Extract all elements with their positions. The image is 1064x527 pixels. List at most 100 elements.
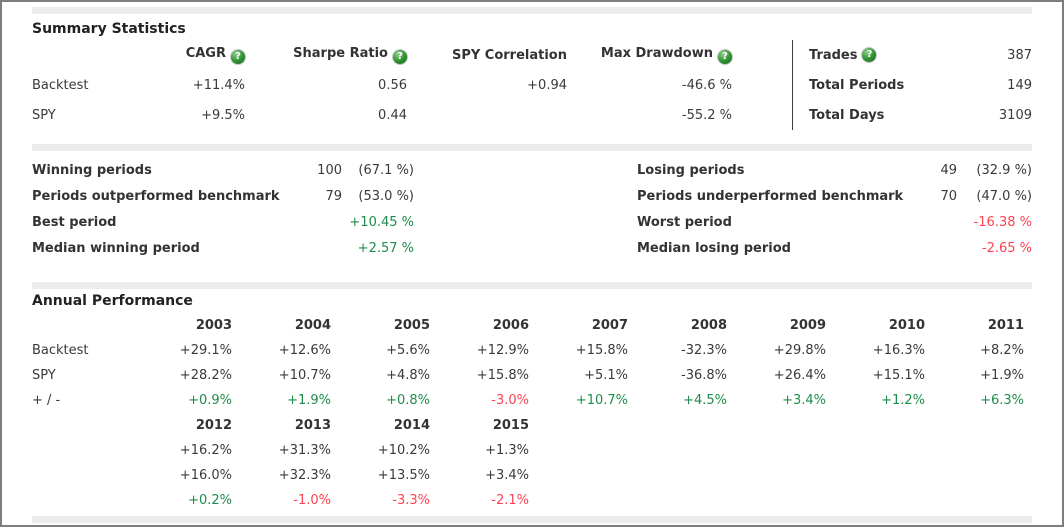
side-panel-value: 149 — [1007, 77, 1032, 93]
annual-year-header: 2013 — [294, 418, 331, 433]
summary-column-label: Sharpe Ratio — [293, 46, 388, 61]
annual-diff-value: -2.1% — [491, 493, 529, 508]
annual-diff-value: +0.2% — [188, 493, 232, 508]
section-divider-bottom — [32, 516, 1032, 523]
summary-data-row: SPY +9.5% 0.44 -55.2 % — [32, 100, 732, 130]
period-count: 70 — [940, 188, 957, 204]
annual-value: +31.3% — [278, 443, 331, 458]
annual-year-header: 2003 — [195, 318, 232, 333]
annual-diff-value: +3.4% — [782, 393, 826, 408]
period-label: Periods underperformed benchmark — [637, 188, 904, 204]
period-count: 79 — [325, 188, 342, 204]
annual-value: +12.6% — [278, 343, 331, 358]
annual-data-row: + / - +0.9% +1.9% +0.8% -3.0% +10.7% +4.5% +3.4… — [32, 388, 1032, 413]
annual-value: +1.3% — [485, 443, 529, 458]
annual-value: +29.1% — [179, 343, 232, 358]
annual-year-header: 2004 — [294, 318, 331, 333]
summary-value: 0.56 — [378, 77, 407, 93]
annual-value: +10.7% — [278, 368, 331, 383]
annual-value: +10.2% — [377, 443, 430, 458]
period-label: Worst period — [637, 214, 732, 230]
annual-value: +13.5% — [377, 468, 430, 483]
annual-value: +16.2% — [179, 443, 232, 458]
annual-year-header: 2014 — [393, 418, 430, 433]
summary-row-label: Backtest — [32, 77, 89, 93]
summary-value: 0.44 — [378, 107, 407, 123]
annual-year-header-row: 2012 2013 2014 2015 — [32, 413, 1032, 438]
annual-value: +15.8% — [575, 343, 628, 358]
summary-value: -55.2 % — [681, 107, 732, 123]
summary-header-row: CAGR? Sharpe Ratio? SPY Correlation Max Dra… — [32, 40, 732, 70]
annual-value: +32.3% — [278, 468, 331, 483]
summary-data-row: Backtest +11.4% 0.56 +0.94 -46.6 % — [32, 70, 732, 100]
periods-section: Winning periods 100 (67.1 %) Periods outper… — [32, 157, 1032, 261]
side-panel-row: Total Periods 149 — [809, 70, 1032, 100]
annual-year-header-row: 2003 2004 2005 2006 2007 2008 2009 2010 2011 — [32, 313, 1032, 338]
summary-value: +9.5% — [201, 107, 245, 123]
summary-value: +11.4% — [192, 77, 245, 93]
period-percentage: (67.1 %) — [358, 162, 414, 178]
side-panel-label: Trades — [809, 47, 858, 63]
annual-diff-value: -3.0% — [491, 393, 529, 408]
annual-year-header: 2006 — [492, 318, 529, 333]
side-panel-value: 387 — [1007, 47, 1032, 63]
annual-value: +5.1% — [584, 368, 628, 383]
annual-value: +16.3% — [872, 343, 925, 358]
annual-value: +15.8% — [476, 368, 529, 383]
period-value: +10.45 % — [349, 214, 414, 230]
period-value: +2.57 % — [357, 240, 414, 256]
period-row: Losing periods 49 (32.9 %) — [637, 157, 1032, 183]
annual-value: -36.8% — [681, 368, 727, 383]
side-panel-row: Trades? 387 — [809, 40, 1032, 70]
period-label: Median losing period — [637, 240, 791, 256]
annual-value: +28.2% — [179, 368, 232, 383]
help-icon[interactable]: ? — [718, 50, 732, 64]
losing-periods-column: Losing periods 49 (32.9 %) Periods underper… — [637, 157, 1032, 261]
annual-diff-value: +1.2% — [881, 393, 925, 408]
period-row: Winning periods 100 (67.1 %) — [32, 157, 414, 183]
annual-diff-value: -1.0% — [293, 493, 331, 508]
annual-year-header: 2008 — [690, 318, 727, 333]
annual-diff-value: -3.3% — [392, 493, 430, 508]
help-icon[interactable]: ? — [231, 50, 245, 64]
annual-data-row: +16.0% +32.3% +13.5% +3.4% — [32, 463, 1032, 488]
summary-statistics-section: CAGR? Sharpe Ratio? SPY Correlation Max Dra… — [32, 40, 1032, 130]
summary-value: -46.6 % — [681, 77, 732, 93]
annual-diff-value: +10.7% — [575, 393, 628, 408]
annual-year-header: 2012 — [195, 418, 232, 433]
annual-value: +8.2% — [980, 343, 1024, 358]
period-percentage: (53.0 %) — [358, 188, 414, 204]
summary-column-label: Max Drawdown — [600, 46, 713, 61]
annual-diff-value: +6.3% — [980, 393, 1024, 408]
winning-periods-column: Winning periods 100 (67.1 %) Periods outper… — [32, 157, 414, 261]
period-label: Periods outperformed benchmark — [32, 188, 280, 204]
annual-year-header: 2010 — [888, 318, 925, 333]
trades-side-panel: Trades? 387 Total Periods 149 Total Days 3109 — [792, 40, 1032, 130]
summary-table: CAGR? Sharpe Ratio? SPY Correlation Max Dra… — [32, 40, 732, 130]
period-percentage: (47.0 %) — [976, 188, 1032, 204]
annual-performance-title: Annual Performance — [32, 293, 193, 309]
annual-diff-value: +1.9% — [287, 393, 331, 408]
summary-row-label: SPY — [32, 107, 56, 123]
help-icon[interactable]: ? — [393, 50, 407, 64]
annual-year-header: 2007 — [591, 318, 628, 333]
period-row: Median winning period +2.57 % — [32, 235, 414, 261]
annual-year-header: 2015 — [492, 418, 529, 433]
help-icon[interactable]: ? — [862, 48, 877, 62]
summary-column-label: CAGR — [185, 46, 226, 61]
annual-data-row: SPY +28.2% +10.7% +4.8% +15.8% +5.1% -36.8% +26… — [32, 363, 1032, 388]
period-row: Worst period -16.38 % — [637, 209, 1032, 235]
period-label: Losing periods — [637, 162, 745, 178]
period-row: Best period +10.45 % — [32, 209, 414, 235]
annual-value: +29.8% — [773, 343, 826, 358]
period-value: -2.65 % — [981, 240, 1032, 256]
period-row: Periods underperformed benchmark 70 (47.0 … — [637, 183, 1032, 209]
side-panel-row: Total Days 3109 — [809, 100, 1032, 130]
summary-value: +0.94 — [527, 77, 567, 93]
section-divider-top — [32, 7, 1032, 14]
annual-performance-table: 2003 2004 2005 2006 2007 2008 2009 2010 2011 Back… — [32, 313, 1032, 513]
period-row: Periods outperformed benchmark 79 (53.0 %) — [32, 183, 414, 209]
section-divider-annual — [32, 282, 1032, 289]
annual-value: +5.6% — [386, 343, 430, 358]
side-panel-label: Total Periods — [809, 77, 905, 93]
